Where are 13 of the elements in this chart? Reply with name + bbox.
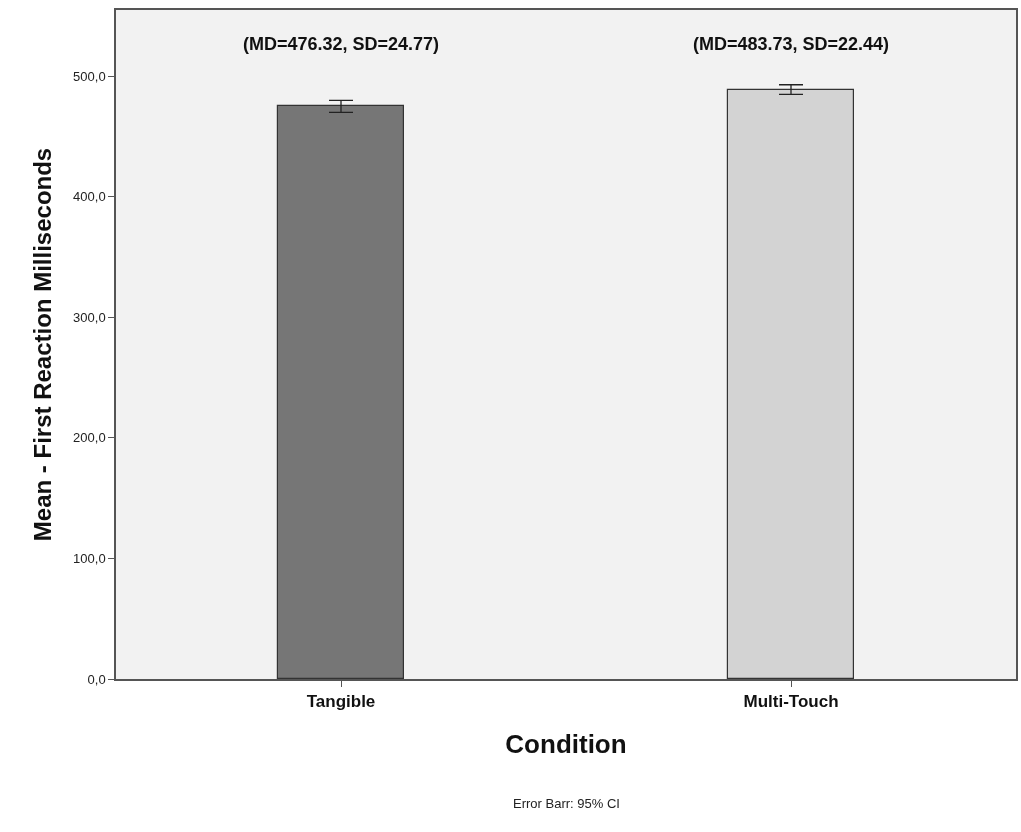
text: Error Barr: 95% CI [513, 796, 620, 811]
x-axis-title: Condition [505, 729, 627, 760]
y-tick-label: 200,0 [73, 430, 106, 446]
y-tick-label: 100,0 [73, 551, 106, 567]
y-tick-label: 400,0 [73, 189, 106, 205]
y-tick-label: 0,0 [87, 671, 106, 687]
annotation: (MD=483.73, SD=22.44) [693, 34, 890, 54]
x-tick-label: Multi-Touch [743, 692, 839, 712]
x-tick-label: Tangible [306, 692, 376, 712]
y-tick-label: 300,0 [73, 309, 106, 325]
annotation: (MD=476.32, SD=24.77) [243, 34, 440, 54]
y-tick-label: 500,0 [73, 68, 106, 84]
y-axis-title: Mean - First Reaction Milliseconds [28, 147, 56, 542]
